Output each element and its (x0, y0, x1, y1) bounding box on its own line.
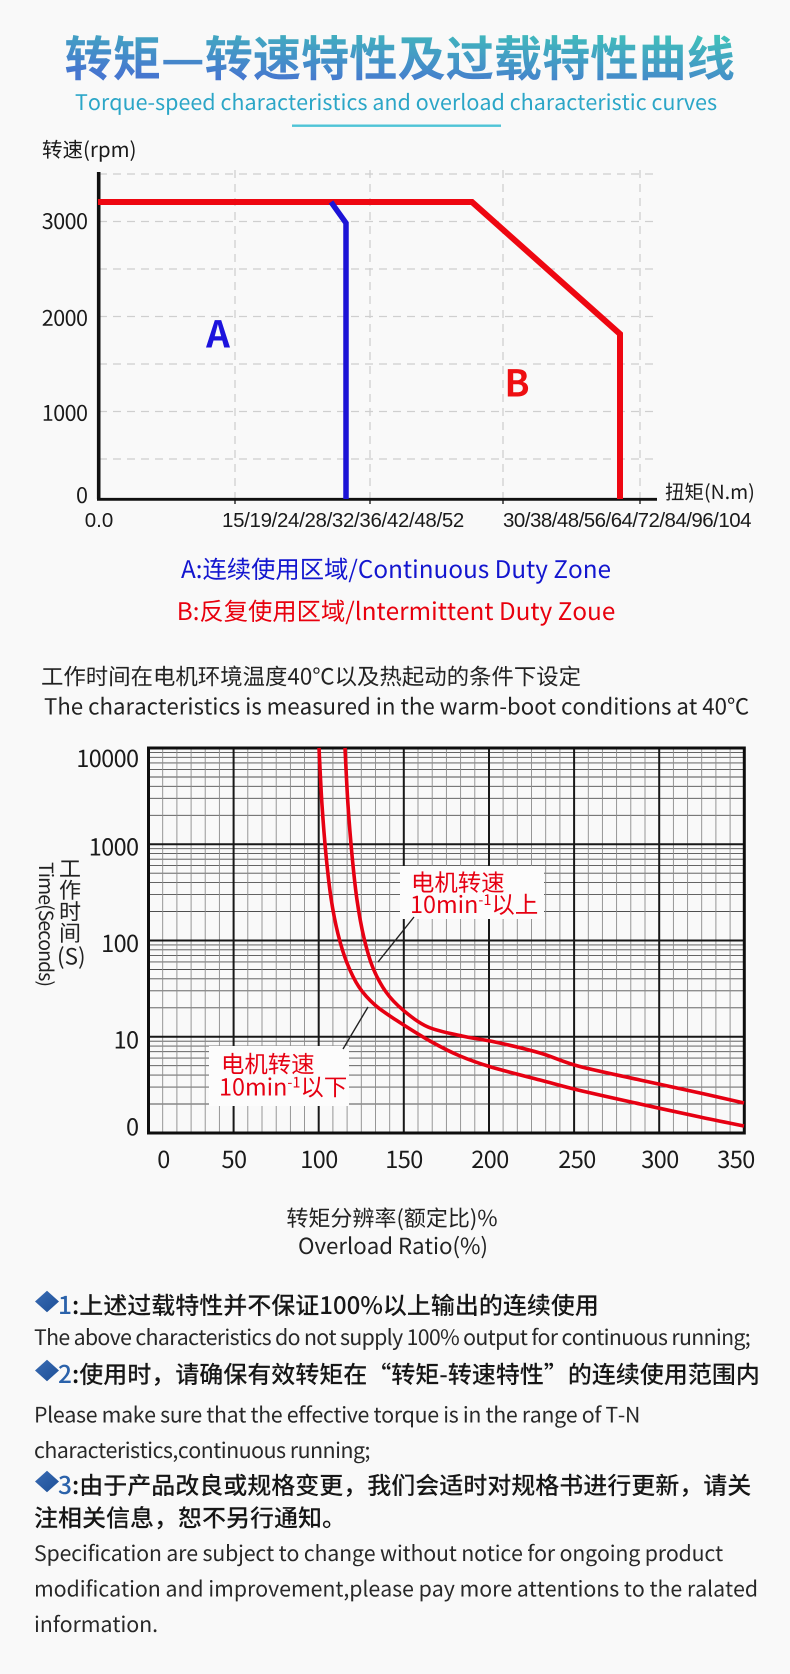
svg-text:15/19/24/28/32/36/42/48/52: 15/19/24/28/32/36/42/48/52 (222, 509, 464, 532)
svg-text:30/38/48/56/64/72/84/96/104: 30/38/48/56/64/72/84/96/104 (503, 509, 751, 532)
svg-text:0.0: 0.0 (85, 509, 114, 532)
